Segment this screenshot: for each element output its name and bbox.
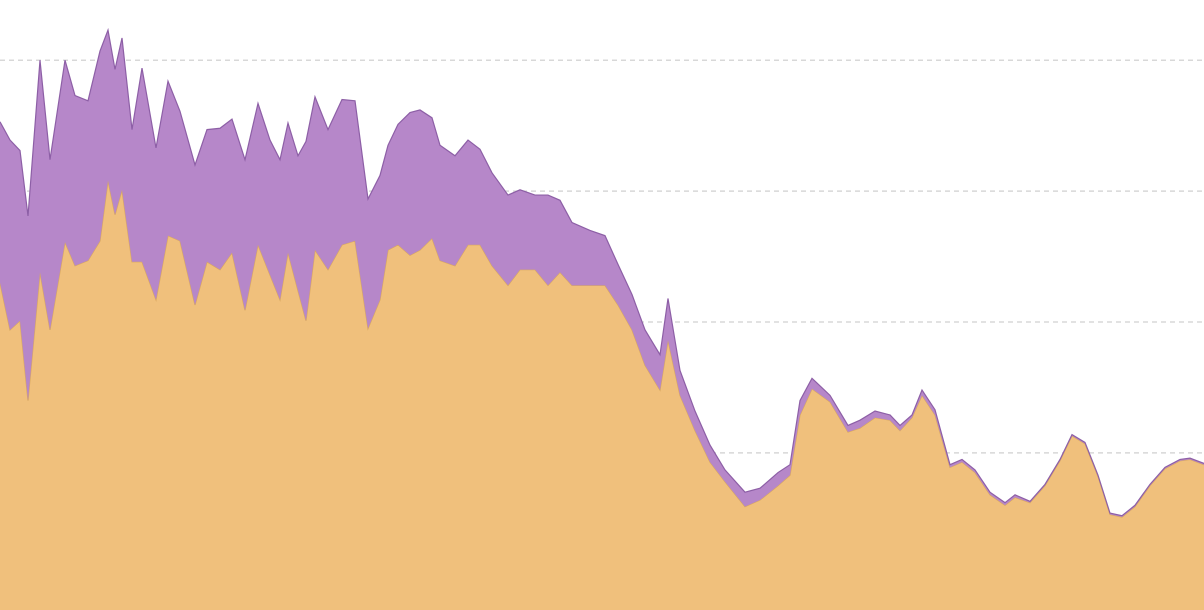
area [0, 30, 1204, 518]
area-edge [0, 27, 1204, 517]
area [0, 180, 1204, 610]
